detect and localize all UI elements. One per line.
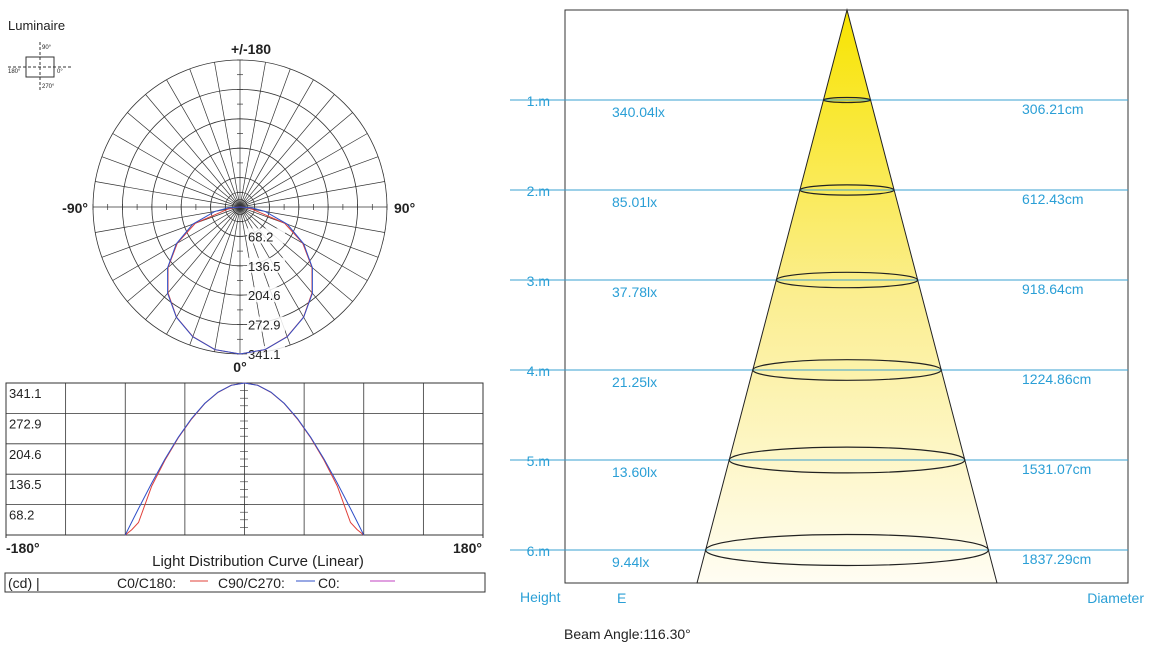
icon-label: 0° xyxy=(57,69,63,75)
polar-spoke xyxy=(189,206,241,346)
ring-label: 136.5 xyxy=(248,259,281,274)
polar-spoke xyxy=(239,79,314,208)
polar-spoke xyxy=(239,206,353,302)
ring-label: 272.9 xyxy=(248,318,281,333)
diameter-label: 306.21cm xyxy=(1022,101,1083,117)
polar-spoke xyxy=(239,68,291,208)
illuminance-label: 9.44lx xyxy=(612,554,649,570)
label-bg xyxy=(247,257,285,273)
height-label: 5.m xyxy=(527,453,550,469)
header: E xyxy=(617,590,626,606)
y-tick-label: 341.1 xyxy=(9,386,42,401)
illuminance-label: 340.04lx xyxy=(612,104,665,120)
polar-spoke xyxy=(127,206,241,302)
illuminance-label: 85.01lx xyxy=(612,194,657,210)
height-label: 1.m xyxy=(527,93,550,109)
polar-spoke xyxy=(239,206,379,258)
legend-label: C90/C270: xyxy=(218,575,285,591)
height-label: 4.m xyxy=(527,363,550,379)
polar-spoke xyxy=(145,94,241,208)
illuminance-label: 21.25lx xyxy=(612,374,657,390)
polar-spoke xyxy=(239,94,335,208)
height-label: 2.m xyxy=(527,183,550,199)
polar-spoke xyxy=(127,112,241,208)
y-tick-label: 204.6 xyxy=(9,447,42,462)
legend-label: C0: xyxy=(318,575,340,591)
y-tick-label: 136.5 xyxy=(9,477,42,492)
beam-ellipse xyxy=(752,359,942,381)
label-bg xyxy=(247,316,285,332)
height-label: 3.m xyxy=(527,273,550,289)
polar-spoke xyxy=(239,133,368,208)
header: Diameter xyxy=(1087,590,1144,606)
header: Height xyxy=(520,589,561,605)
polar-spoke xyxy=(101,156,241,208)
polar-label: -90° xyxy=(62,200,88,216)
polar-label: +/-180 xyxy=(231,41,271,57)
beam-ellipse xyxy=(728,446,966,474)
polar-spoke xyxy=(239,112,353,208)
illuminance-label: 13.60lx xyxy=(612,464,657,480)
polar-spoke xyxy=(214,62,241,208)
polar-spoke xyxy=(239,181,385,208)
x-tick-label: -180° xyxy=(6,540,40,556)
diameter-label: 918.64cm xyxy=(1022,281,1083,297)
y-tick-label: 272.9 xyxy=(9,416,42,431)
polar-spoke xyxy=(166,206,241,335)
icon-label: 180° xyxy=(8,69,21,75)
polar-spoke xyxy=(189,68,241,208)
polar-curve xyxy=(167,206,313,355)
linear-title: Light Distribution Curve (Linear) xyxy=(152,553,364,570)
diameter-label: 612.43cm xyxy=(1022,191,1083,207)
label-bg xyxy=(247,287,285,303)
polar-spoke xyxy=(239,62,266,208)
icon-label: 90° xyxy=(42,45,52,51)
height-label: 6.m xyxy=(527,543,550,559)
diameter-label: 1224.86cm xyxy=(1022,371,1091,387)
beam-ellipse xyxy=(775,271,919,289)
unit-label: (cd) | xyxy=(8,575,40,591)
icon-label: 270° xyxy=(42,84,55,90)
polar-spoke xyxy=(101,206,241,258)
legend-label: C0/C180: xyxy=(117,575,176,591)
polar-spoke xyxy=(112,133,241,208)
ring-label: 204.6 xyxy=(248,288,281,303)
polar-spoke xyxy=(166,79,241,208)
polar-spoke xyxy=(145,206,241,320)
beam-ellipse xyxy=(822,96,872,104)
cone xyxy=(696,8,998,584)
polar-spoke xyxy=(95,181,241,208)
beam-ellipse xyxy=(799,184,895,196)
ring-label: 68.2 xyxy=(248,229,273,244)
linear-curve xyxy=(124,382,365,536)
polar-label: 0° xyxy=(233,359,246,375)
luminaire-icon xyxy=(8,42,72,90)
luminaire-title: Luminaire xyxy=(8,18,65,33)
legend-box xyxy=(4,572,486,593)
polar-spoke xyxy=(214,206,241,352)
polar-spoke xyxy=(239,156,379,208)
diameter-label: 1531.07cm xyxy=(1022,461,1091,477)
diameter-label: 1837.29cm xyxy=(1022,551,1091,567)
label-bg xyxy=(247,346,285,361)
beam-ellipse xyxy=(705,533,989,567)
beam-angle: Beam Angle:116.30° xyxy=(564,626,691,642)
polar-spoke xyxy=(239,206,335,320)
label-bg xyxy=(247,228,285,244)
polar-label: 90° xyxy=(394,200,415,216)
x-tick-label: 180° xyxy=(453,540,482,556)
y-tick-label: 68.2 xyxy=(9,508,34,523)
illuminance-label: 37.78lx xyxy=(612,284,657,300)
